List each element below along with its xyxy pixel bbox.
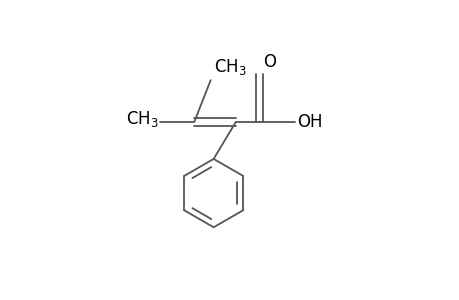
Text: CH$_3$: CH$_3$ [213,57,246,77]
Text: O: O [262,53,275,71]
Text: CH$_3$: CH$_3$ [126,109,158,129]
Text: OH: OH [296,113,322,131]
